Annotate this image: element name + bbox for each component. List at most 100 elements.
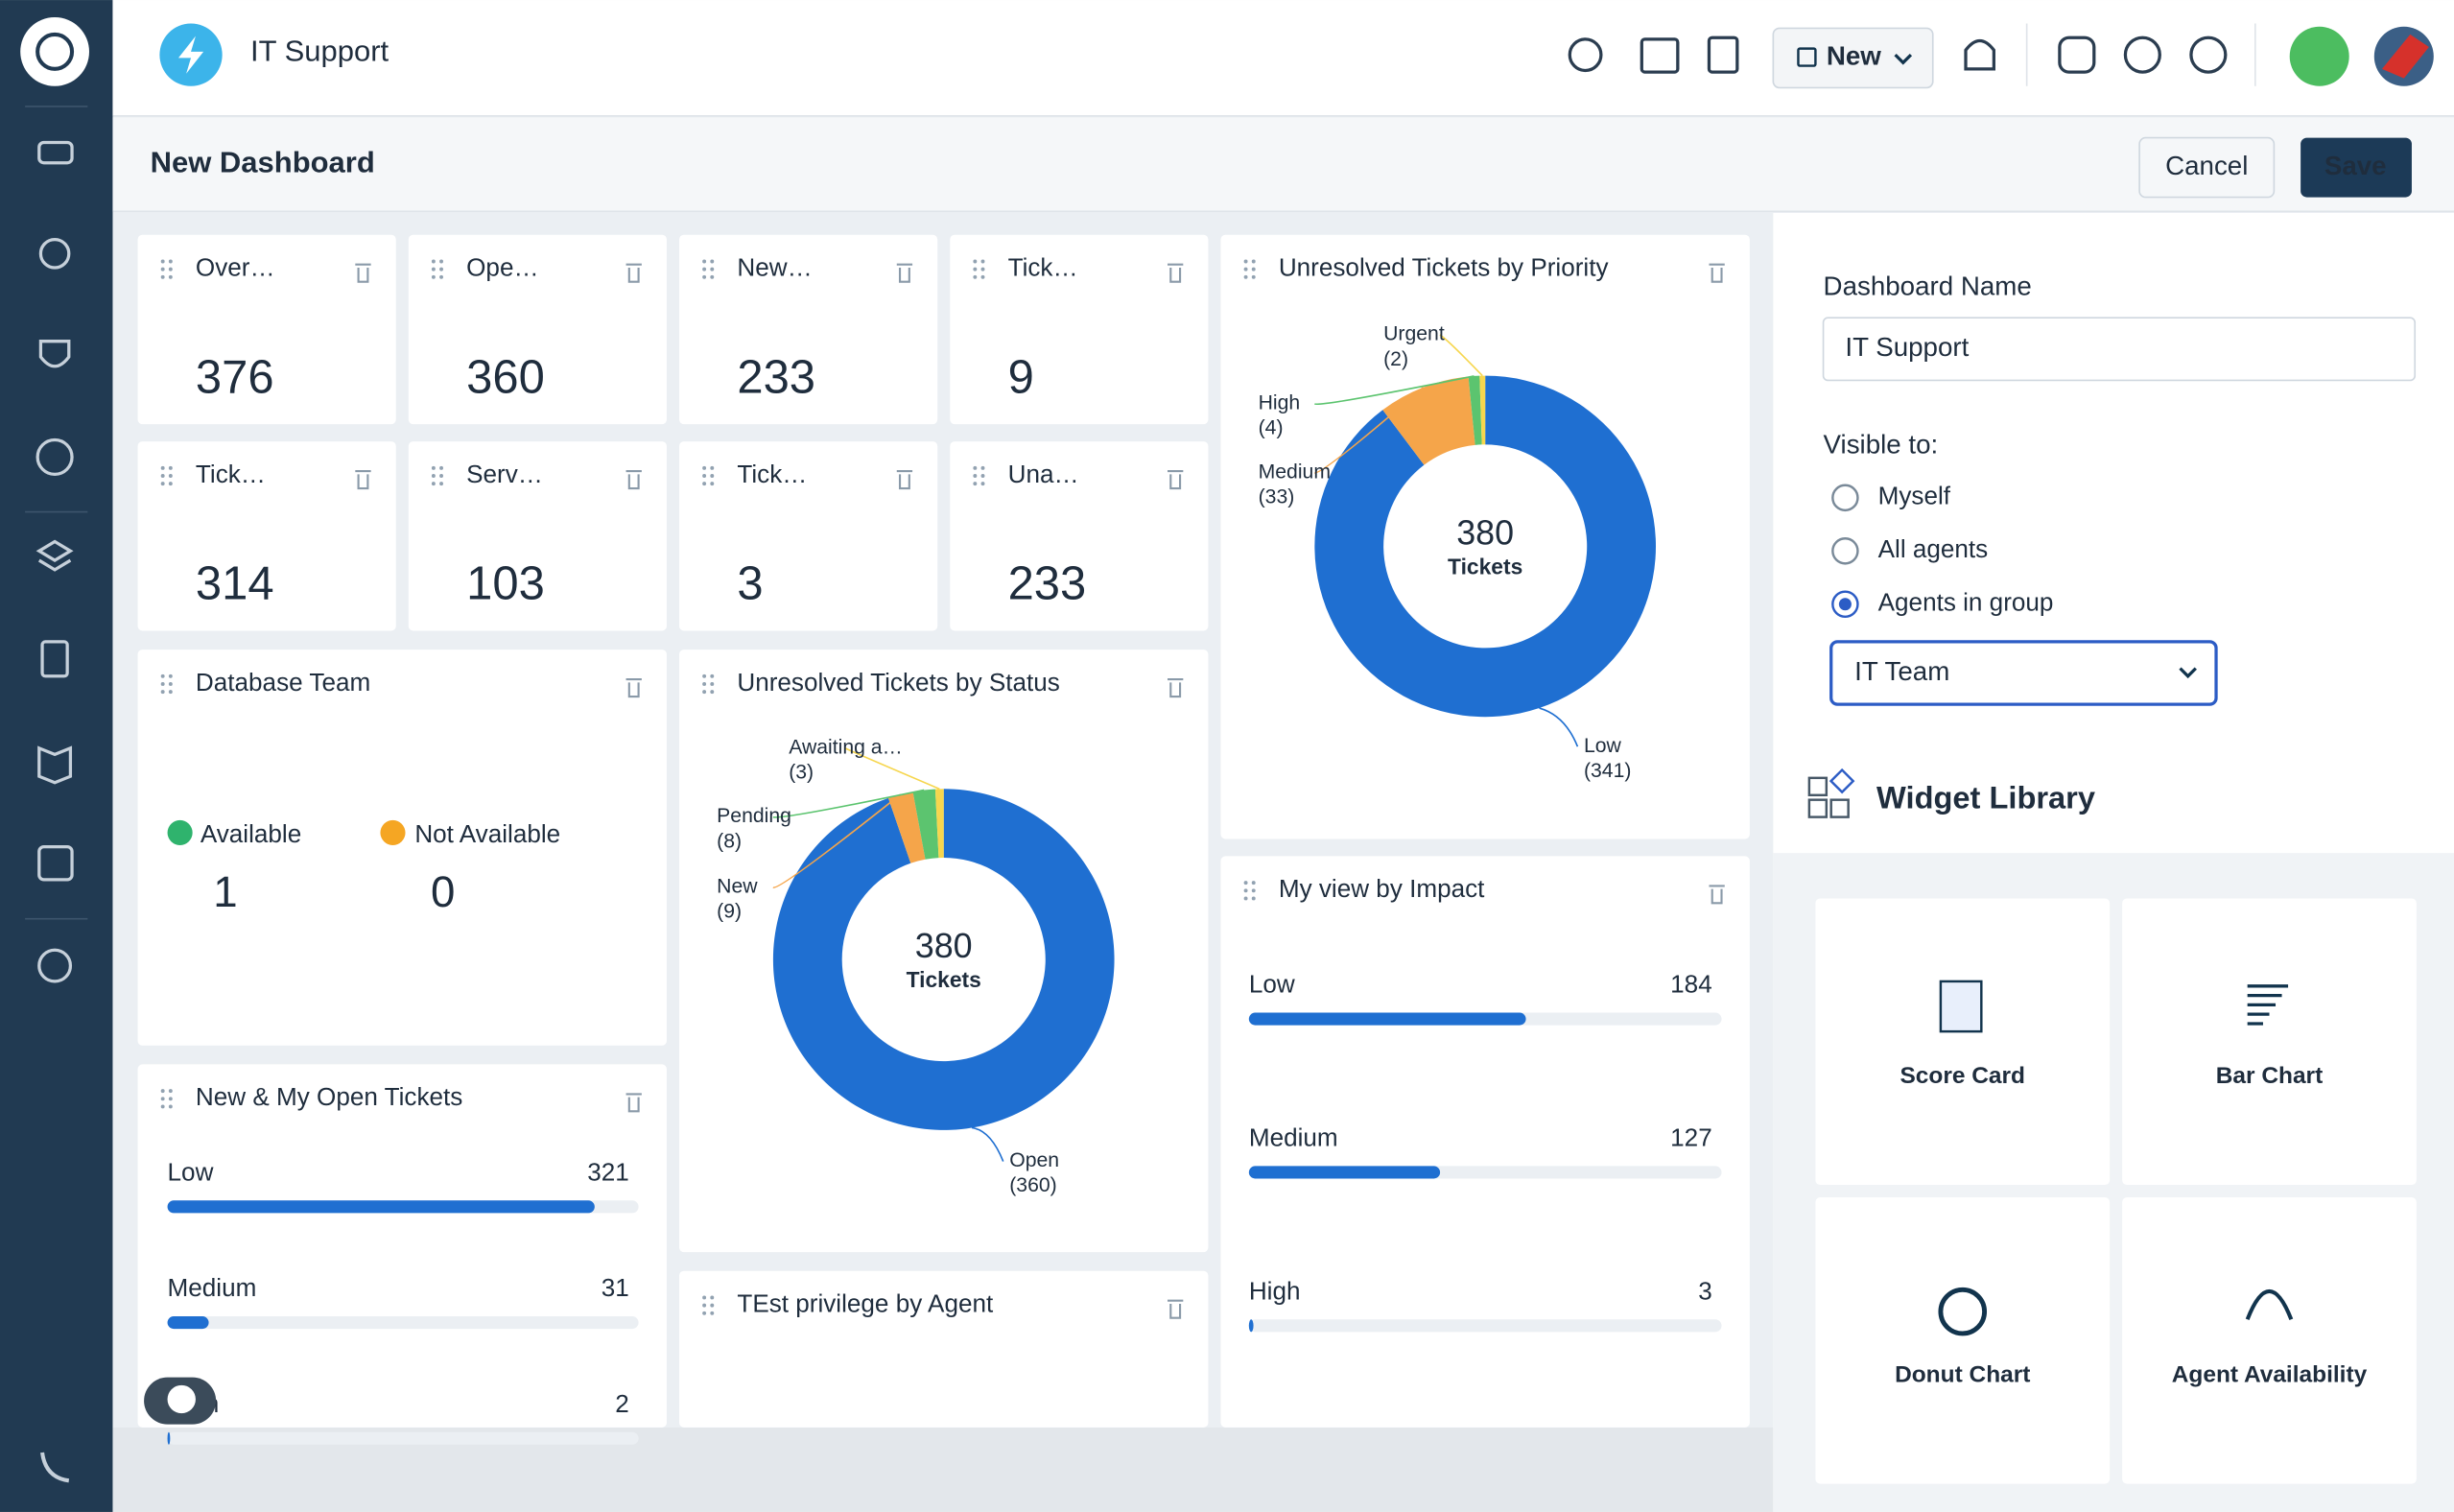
radio[interactable] — [1831, 484, 1859, 512]
drag-handle-dot[interactable] — [710, 465, 715, 470]
library-card-label[interactable]: Score Card — [1899, 1063, 2025, 1089]
apps-icon[interactable] — [2289, 26, 2349, 86]
changes-icon[interactable] — [38, 340, 71, 368]
drag-handle-dot[interactable] — [702, 673, 707, 678]
drag-handle-dot[interactable] — [160, 465, 165, 470]
delete-icon[interactable] — [355, 470, 371, 490]
drag-handle-dot[interactable] — [160, 259, 165, 264]
drag-handle-dot[interactable] — [439, 267, 444, 272]
drag-handle-dot[interactable] — [431, 465, 436, 470]
drag-handle-dot[interactable] — [710, 259, 715, 264]
delete-icon[interactable] — [625, 263, 642, 283]
drag-handle-dot[interactable] — [168, 465, 173, 470]
donut-segment[interactable] — [887, 791, 926, 863]
drag-handle-dot[interactable] — [1243, 259, 1248, 264]
delete-icon[interactable] — [625, 1093, 642, 1113]
drag-handle-dot[interactable] — [1243, 274, 1248, 279]
library-card-label[interactable]: Agent Availability — [2172, 1361, 2368, 1387]
drag-handle-dot[interactable] — [160, 681, 165, 686]
drag-handle-dot[interactable] — [431, 482, 436, 486]
drag-handle-dot[interactable] — [1251, 896, 1256, 901]
drag-handle-dot[interactable] — [431, 474, 436, 478]
donut-segment[interactable] — [772, 789, 1115, 1130]
library-card[interactable] — [2122, 898, 2417, 1185]
save-label[interactable]: Save — [2324, 151, 2387, 180]
delete-icon[interactable] — [355, 263, 371, 283]
drag-handle-dot[interactable] — [1251, 267, 1256, 272]
contracts-icon[interactable] — [40, 640, 69, 678]
dashboard-name-input[interactable] — [1822, 317, 2417, 382]
drag-handle-dot[interactable] — [160, 267, 165, 272]
donut-segment[interactable] — [912, 789, 939, 860]
admin-icon[interactable] — [37, 948, 73, 983]
tickets-icon[interactable] — [37, 140, 74, 165]
drag-handle-dot[interactable] — [973, 465, 978, 470]
delete-icon[interactable] — [1168, 678, 1184, 698]
new-button[interactable] — [1772, 27, 1934, 89]
delete-icon[interactable] — [896, 470, 913, 490]
search-icon[interactable] — [1568, 37, 1603, 73]
drag-handle-dot[interactable] — [160, 1097, 165, 1101]
releases-icon[interactable] — [35, 437, 74, 476]
delete-icon[interactable] — [896, 263, 913, 283]
drag-handle-dot[interactable] — [439, 482, 444, 486]
library-card[interactable] — [1815, 898, 2111, 1185]
drag-handle-dot[interactable] — [702, 690, 707, 695]
cancel-label[interactable]: Cancel — [2165, 151, 2248, 180]
drag-handle-dot[interactable] — [980, 482, 985, 486]
save-button[interactable] — [2301, 137, 2412, 198]
chat-icon[interactable] — [2058, 35, 2096, 74]
cancel-button[interactable] — [2138, 136, 2276, 199]
drag-handle-dot[interactable] — [702, 482, 707, 486]
drag-handle-dot[interactable] — [1251, 259, 1256, 264]
drag-handle-dot[interactable] — [710, 482, 715, 486]
drag-handle-dot[interactable] — [973, 274, 978, 279]
drag-handle-dot[interactable] — [702, 274, 707, 279]
drag-handle-dot[interactable] — [710, 1303, 715, 1308]
help-icon[interactable] — [2123, 35, 2161, 74]
drag-handle-dot[interactable] — [160, 482, 165, 486]
drag-handle-dot[interactable] — [431, 259, 436, 264]
drag-handle-dot[interactable] — [1251, 881, 1256, 886]
drag-handle-dot[interactable] — [702, 1311, 707, 1315]
drag-handle-dot[interactable] — [160, 673, 165, 678]
drag-handle-dot[interactable] — [973, 259, 978, 264]
drag-handle-dot[interactable] — [439, 474, 444, 478]
donut-segment[interactable] — [1314, 375, 1656, 718]
dashboard-name-value[interactable]: IT Support — [1845, 332, 1969, 362]
new-button-label[interactable]: New — [1827, 41, 1881, 71]
group-select-value[interactable]: IT Team — [1854, 656, 1949, 686]
drag-handle-dot[interactable] — [168, 690, 173, 695]
notification-icon[interactable] — [1964, 38, 1996, 71]
drag-handle-dot[interactable] — [168, 259, 173, 264]
drag-handle-dot[interactable] — [702, 1303, 707, 1308]
group-select[interactable] — [1829, 640, 2218, 706]
drag-handle-dot[interactable] — [973, 482, 978, 486]
donut-segment[interactable] — [1468, 375, 1482, 445]
drag-handle-dot[interactable] — [168, 681, 173, 686]
drag-handle-dot[interactable] — [168, 1097, 173, 1101]
analytics-icon[interactable] — [37, 844, 74, 882]
phone-icon[interactable] — [40, 1452, 70, 1483]
library-card[interactable] — [2122, 1197, 2417, 1484]
drag-handle-dot[interactable] — [980, 274, 985, 279]
drag-handle-dot[interactable] — [980, 259, 985, 264]
drag-handle-dot[interactable] — [168, 482, 173, 486]
problems-icon[interactable] — [38, 238, 71, 270]
library-card[interactable] — [1815, 1197, 2111, 1484]
drag-handle-dot[interactable] — [702, 259, 707, 264]
drag-handle-dot[interactable] — [1243, 267, 1248, 272]
drag-handle-dot[interactable] — [160, 1089, 165, 1094]
drag-handle-dot[interactable] — [439, 259, 444, 264]
home-icon[interactable] — [20, 16, 89, 86]
drag-handle-dot[interactable] — [168, 274, 173, 279]
drag-handle-dot[interactable] — [168, 1104, 173, 1109]
drag-handle-dot[interactable] — [710, 673, 715, 678]
drag-handle-dot[interactable] — [702, 681, 707, 686]
drag-handle-dot[interactable] — [168, 267, 173, 272]
donut-segment[interactable] — [1479, 375, 1486, 445]
notes-icon[interactable] — [1707, 35, 1739, 74]
drag-handle-dot[interactable] — [710, 274, 715, 279]
drag-handle-dot[interactable] — [431, 274, 436, 279]
library-card-label[interactable]: Bar Chart — [2216, 1063, 2324, 1089]
